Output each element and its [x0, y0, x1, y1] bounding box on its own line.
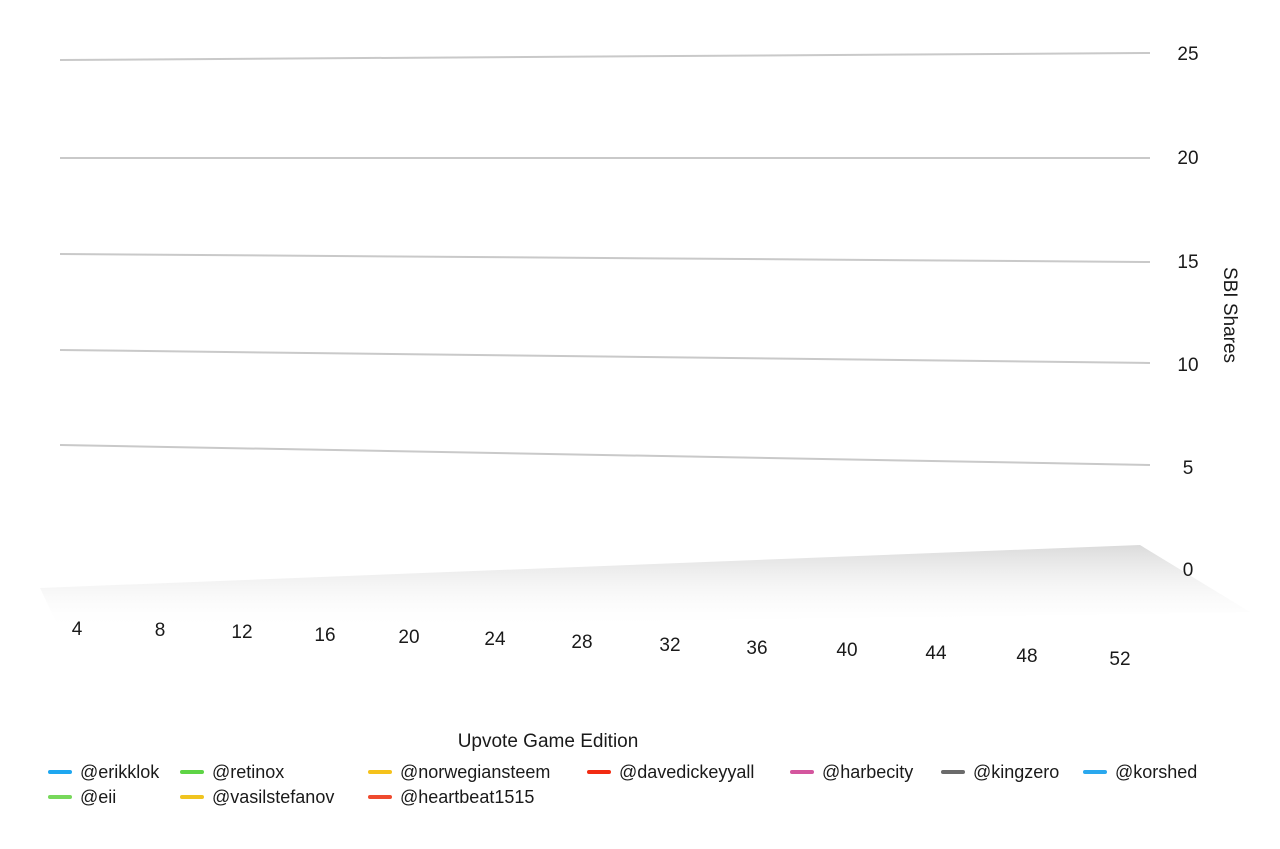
- legend-item: @vasilstefanov: [180, 787, 334, 807]
- y-tick-label: 15: [1177, 252, 1198, 273]
- legend-label: @harbecity: [822, 762, 913, 782]
- legend-item: @korshed: [1083, 762, 1197, 782]
- x-tick-label: 32: [659, 635, 680, 656]
- y-tick-label: 20: [1177, 148, 1198, 169]
- x-tick-label: 4: [72, 619, 83, 640]
- legend-label: @heartbeat1515: [400, 787, 534, 807]
- y-tick-label: 10: [1177, 355, 1198, 376]
- floor-shadow: [40, 545, 1250, 630]
- x-axis-ticks: 4 8 12 16 20 24 28 32 36 40 44 48 52: [72, 619, 1131, 670]
- x-tick-label: 36: [746, 638, 767, 659]
- legend: @erikklok @retinox @norwegiansteem @davedic…: [48, 762, 1197, 807]
- x-tick-label: 12: [231, 622, 252, 643]
- x-tick-label: 28: [571, 632, 592, 653]
- legend-label: @korshed: [1115, 762, 1197, 782]
- legend-item: @kingzero: [941, 762, 1059, 782]
- legend-item: @retinox: [180, 762, 284, 782]
- grid-lines: [59, 52, 1151, 466]
- legend-label: @retinox: [212, 762, 284, 782]
- x-tick-label: 48: [1016, 646, 1037, 667]
- legend-item: @davedickeyyall: [587, 762, 754, 782]
- legend-item: @harbecity: [790, 762, 913, 782]
- x-tick-label: 8: [155, 620, 166, 641]
- floor-shadow-shape: [40, 545, 1250, 630]
- legend-item: @erikklok: [48, 762, 160, 782]
- legend-item: @eii: [48, 787, 116, 807]
- grid-line: [59, 444, 1151, 466]
- legend-label: @erikklok: [80, 762, 160, 782]
- x-tick-label: 40: [836, 640, 857, 661]
- y-axis-ticks: 0 5 10 15 20 25: [1177, 44, 1198, 581]
- legend-label: @norwegiansteem: [400, 762, 550, 782]
- legend-item: @heartbeat1515: [368, 787, 534, 807]
- x-axis-title: Upvote Game Edition: [458, 731, 639, 752]
- legend-item: @norwegiansteem: [368, 762, 550, 782]
- x-tick-label: 44: [925, 643, 947, 664]
- x-tick-label: 24: [484, 629, 506, 650]
- grid-line: [59, 253, 1151, 263]
- legend-label: @vasilstefanov: [212, 787, 334, 807]
- y-axis-title: SBI Shares: [1219, 267, 1240, 363]
- y-tick-label: 5: [1183, 458, 1194, 479]
- y-tick-label: 25: [1177, 44, 1198, 65]
- x-tick-label: 52: [1109, 649, 1130, 670]
- legend-label: @kingzero: [973, 762, 1059, 782]
- grid-line: [59, 349, 1151, 364]
- x-tick-label: 16: [314, 625, 335, 646]
- x-tick-label: 20: [398, 627, 419, 648]
- legend-label: @davedickeyyall: [619, 762, 754, 782]
- grid-line: [59, 52, 1151, 61]
- y-tick-label: 0: [1183, 560, 1194, 581]
- legend-label: @eii: [80, 787, 116, 807]
